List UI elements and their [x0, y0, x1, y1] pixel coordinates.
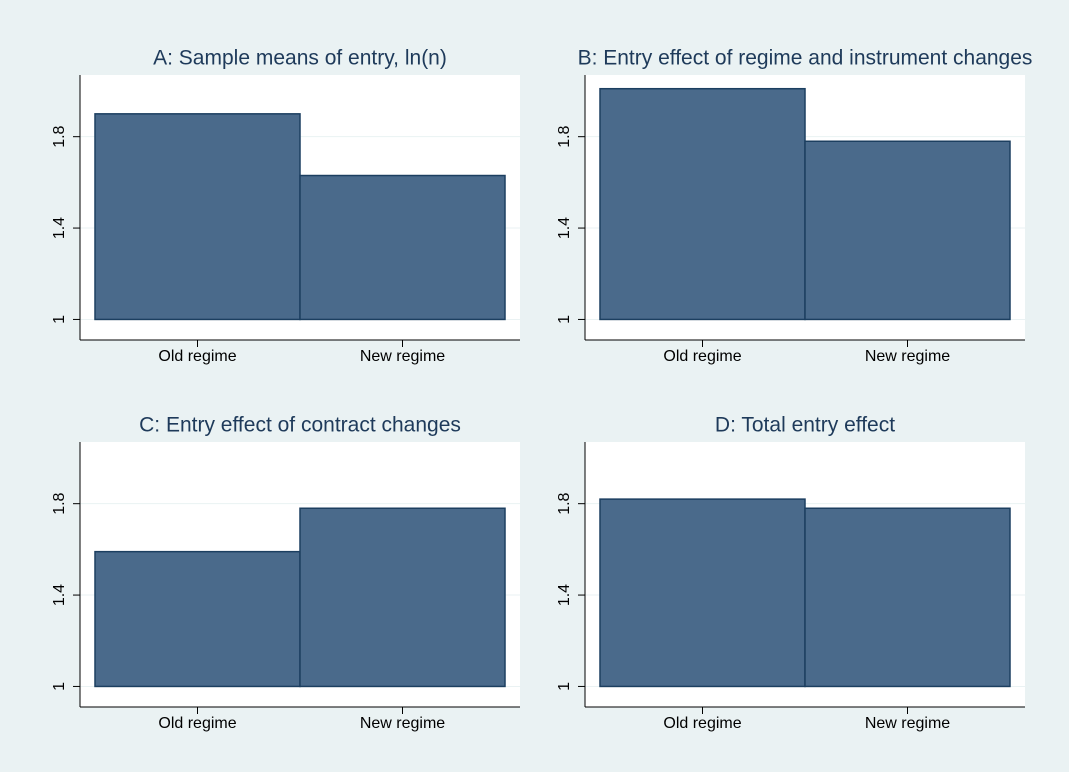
y-tick-label: 1.8	[556, 492, 573, 514]
y-tick-label: 1.8	[556, 125, 573, 147]
y-tick-label: 1.4	[51, 217, 68, 239]
y-tick-label: 1.8	[51, 492, 68, 514]
y-tick-label: 1	[51, 315, 68, 324]
panel-title: D: Total entry effect	[715, 414, 895, 437]
y-tick-label: 1	[556, 315, 573, 324]
x-tick-label: Old regime	[158, 348, 236, 365]
panel-title: B: Entry effect of regime and instrument…	[578, 47, 1033, 70]
x-tick-label: New regime	[360, 715, 445, 732]
y-tick-label: 1.4	[51, 584, 68, 606]
x-tick-label: Old regime	[158, 715, 236, 732]
x-tick-label: New regime	[865, 348, 950, 365]
y-tick-label: 1.4	[556, 584, 573, 606]
panel-title: A: Sample means of entry, ln(n)	[153, 47, 447, 70]
y-tick-label: 1.8	[51, 125, 68, 147]
x-tick-label: New regime	[865, 715, 950, 732]
bar	[804, 507, 1011, 688]
bar	[299, 174, 506, 321]
y-tick-label: 1	[51, 682, 68, 691]
y-tick-label: 1.4	[556, 217, 573, 239]
x-tick-label: New regime	[360, 348, 445, 365]
x-tick-label: Old regime	[663, 715, 741, 732]
bar	[804, 140, 1011, 321]
bar	[599, 498, 806, 688]
panel-title: C: Entry effect of contract changes	[139, 414, 461, 437]
bar	[94, 113, 301, 321]
bar	[299, 507, 506, 688]
y-tick-label: 1	[556, 682, 573, 691]
x-tick-label: Old regime	[663, 348, 741, 365]
bar	[599, 87, 806, 321]
bar	[94, 550, 301, 688]
